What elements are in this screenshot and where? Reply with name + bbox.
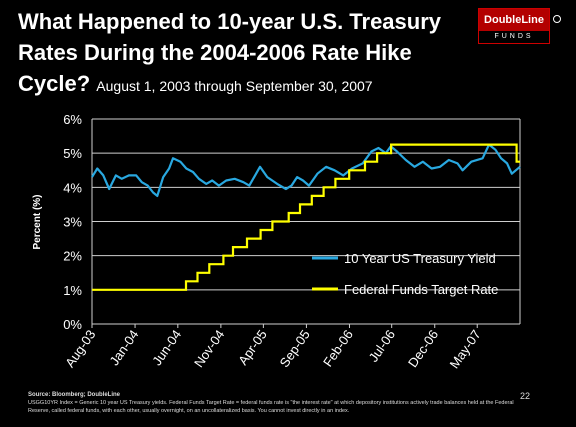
y-tick-label: 4% xyxy=(63,180,82,195)
y-tick-label: 3% xyxy=(63,215,82,230)
index-note-text: USGG10YR Index = Generic 10 year US Trea… xyxy=(28,400,514,414)
x-tick-label: Apr-05 xyxy=(235,327,270,368)
chart-title: What Happened to 10-year U.S. Treasury R… xyxy=(18,6,448,102)
fed-funds-line xyxy=(92,143,520,291)
logo-name: DoubleLine xyxy=(479,9,549,31)
x-tick-label: Jun-04 xyxy=(149,327,184,368)
x-tick-label: Nov-04 xyxy=(191,327,227,370)
doubleline-logo: DoubleLine FUNDS xyxy=(478,8,550,44)
x-tick-label: Sep-05 xyxy=(277,327,313,370)
source-text: Source: Bloomberg; DoubleLine xyxy=(28,392,121,398)
title-text: What Happened to 10-year U.S. Treasury R… xyxy=(18,9,442,96)
x-tick-labels: Aug-03 Jan-04 Jun-04 Nov-04 Apr-05 Sep-05 Feb-… xyxy=(62,324,484,371)
treasury-yield-line xyxy=(91,143,521,197)
x-tick-label: Aug-03 xyxy=(62,327,98,370)
footer-notes: Source: Bloomberg; DoubleLine USGG10YR I… xyxy=(28,391,528,415)
legend-label: 10 Year US Treasury Yield xyxy=(344,251,496,266)
x-tick-label: Dec-06 xyxy=(405,327,441,370)
legend: 10 Year US Treasury Yield Federal Funds T… xyxy=(312,251,498,297)
y-tick-label: 1% xyxy=(63,283,82,298)
legend-label: Federal Funds Target Rate xyxy=(344,282,498,297)
subtitle-text: August 1, 2003 through September 30, 200… xyxy=(96,78,373,94)
x-tick-label: Feb-06 xyxy=(320,327,356,369)
y-tick-label: 6% xyxy=(63,112,82,127)
grid-lines xyxy=(91,118,521,325)
page-number: 22 xyxy=(520,391,531,401)
y-tick-labels: 0% 1% 2% 3% 4% 5% 6% xyxy=(63,112,82,332)
y-tick-label: 0% xyxy=(63,317,82,332)
x-tick-label: Jul-06 xyxy=(366,327,399,365)
x-tick-label: Jan-04 xyxy=(106,327,141,368)
y-tick-label: 2% xyxy=(63,249,82,264)
series-lines xyxy=(91,143,521,291)
logo-tagline: FUNDS xyxy=(494,33,534,40)
registered-mark-icon xyxy=(553,15,561,23)
y-axis-label: Percent (%) xyxy=(32,194,43,249)
y-tick-label: 5% xyxy=(63,146,82,161)
x-tick-label: May-07 xyxy=(447,327,484,371)
